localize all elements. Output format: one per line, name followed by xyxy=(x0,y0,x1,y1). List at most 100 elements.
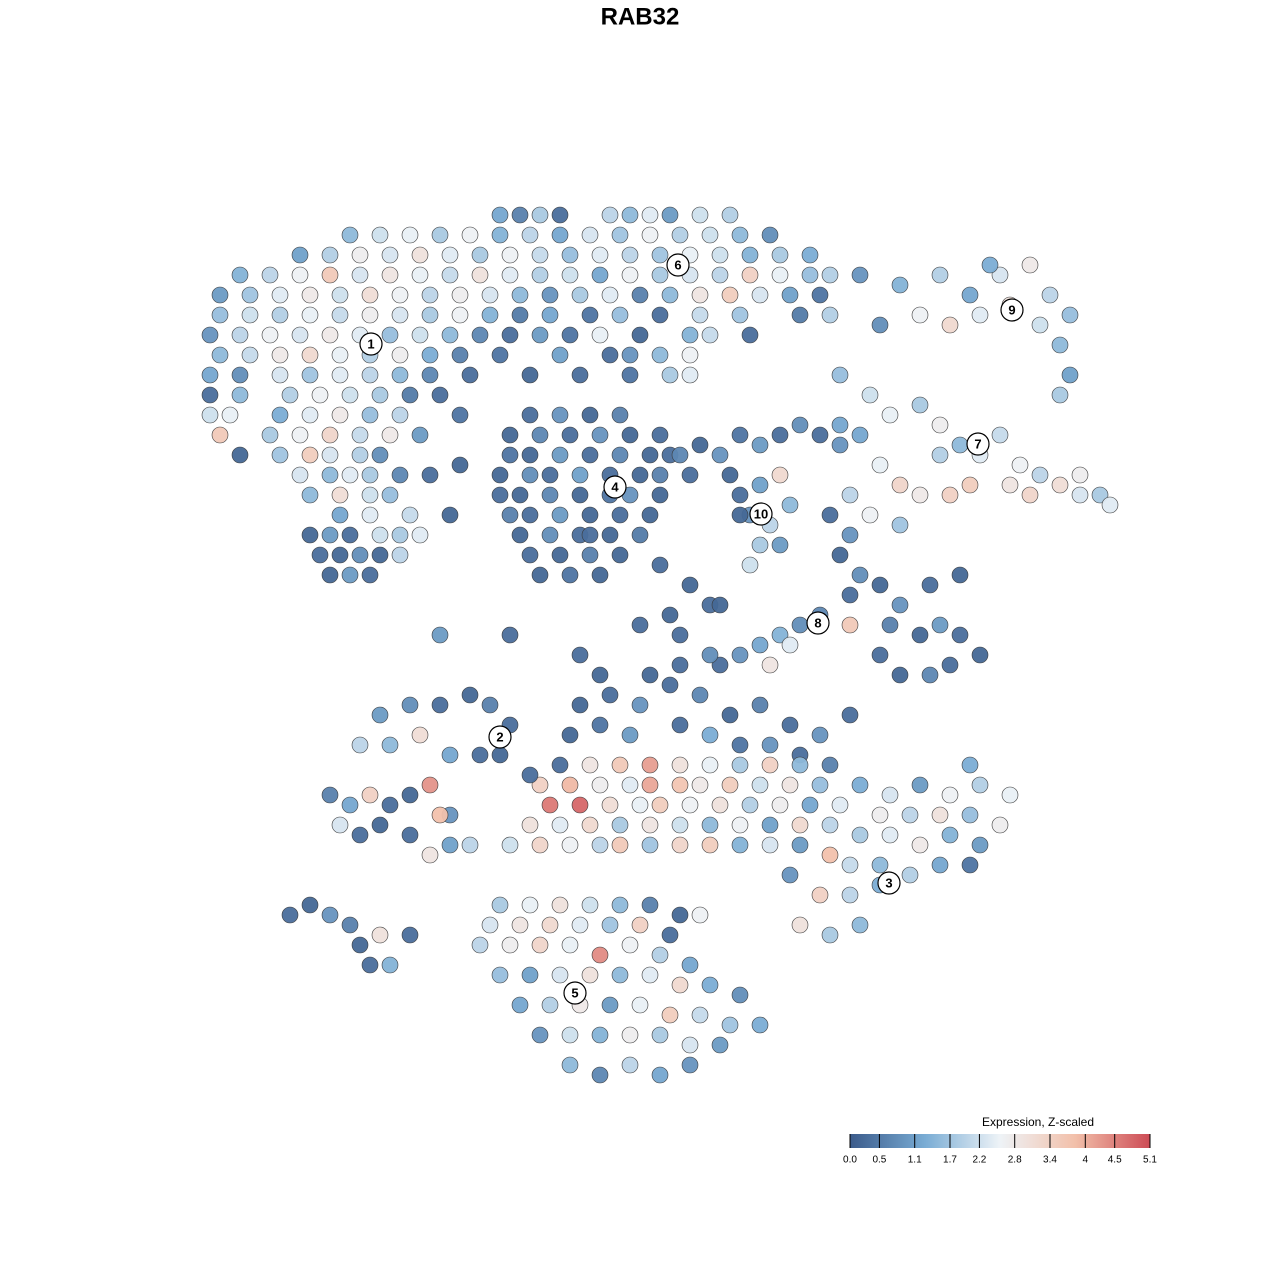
point xyxy=(271,306,289,324)
point xyxy=(821,816,839,834)
point xyxy=(801,266,819,284)
point xyxy=(671,906,689,924)
point xyxy=(301,346,319,364)
point xyxy=(331,366,349,384)
point xyxy=(521,226,539,244)
point xyxy=(1071,486,1089,504)
point xyxy=(621,1056,639,1074)
point xyxy=(651,306,669,324)
point xyxy=(441,326,459,344)
point xyxy=(751,286,769,304)
point xyxy=(371,926,389,944)
point xyxy=(941,486,959,504)
point xyxy=(561,726,579,744)
point xyxy=(791,916,809,934)
point xyxy=(941,316,959,334)
point xyxy=(881,786,899,804)
point xyxy=(961,476,979,494)
point xyxy=(831,366,849,384)
point xyxy=(531,1026,549,1044)
point xyxy=(441,266,459,284)
point xyxy=(461,366,479,384)
point xyxy=(471,326,489,344)
point xyxy=(521,546,539,564)
cluster-marker xyxy=(749,502,773,526)
point xyxy=(681,796,699,814)
point xyxy=(591,1066,609,1084)
cluster-label: 5 xyxy=(571,985,578,1000)
point xyxy=(361,786,379,804)
point xyxy=(871,856,889,874)
point xyxy=(751,476,769,494)
point xyxy=(321,426,339,444)
point xyxy=(691,306,709,324)
point xyxy=(681,346,699,364)
point xyxy=(491,346,509,364)
point xyxy=(581,896,599,914)
point xyxy=(671,716,689,734)
point xyxy=(341,566,359,584)
point xyxy=(641,816,659,834)
point xyxy=(561,1056,579,1074)
cluster-marker xyxy=(563,981,587,1005)
point xyxy=(561,566,579,584)
point xyxy=(1031,316,1049,334)
point xyxy=(1001,476,1019,494)
cluster-label: 3 xyxy=(885,875,892,890)
point xyxy=(711,656,729,674)
point xyxy=(821,266,839,284)
point xyxy=(721,776,739,794)
point xyxy=(551,506,569,524)
point xyxy=(861,506,879,524)
point xyxy=(561,1026,579,1044)
point xyxy=(831,416,849,434)
point xyxy=(371,386,389,404)
point xyxy=(1041,286,1059,304)
point xyxy=(351,826,369,844)
point xyxy=(791,416,809,434)
point xyxy=(701,816,719,834)
point xyxy=(671,656,689,674)
point xyxy=(301,406,319,424)
point xyxy=(551,966,569,984)
point xyxy=(701,726,719,744)
point xyxy=(951,436,969,454)
point xyxy=(321,786,339,804)
point xyxy=(991,426,1009,444)
point xyxy=(641,666,659,684)
point xyxy=(911,306,929,324)
point xyxy=(391,546,409,564)
point xyxy=(851,426,869,444)
point xyxy=(621,936,639,954)
point xyxy=(231,366,249,384)
point xyxy=(811,776,829,794)
point xyxy=(371,706,389,724)
point xyxy=(551,346,569,364)
point xyxy=(891,276,909,294)
point xyxy=(421,846,439,864)
point xyxy=(691,906,709,924)
cluster-label: 2 xyxy=(496,729,503,744)
point xyxy=(431,626,449,644)
point xyxy=(811,726,829,744)
point xyxy=(381,736,399,754)
point xyxy=(631,916,649,934)
point xyxy=(401,786,419,804)
point xyxy=(771,536,789,554)
point xyxy=(501,506,519,524)
point xyxy=(401,926,419,944)
point xyxy=(501,326,519,344)
cluster-label: 10 xyxy=(754,506,768,521)
point xyxy=(301,286,319,304)
point xyxy=(731,836,749,854)
point xyxy=(711,596,729,614)
point xyxy=(471,746,489,764)
colorbar-tick-label: 1.1 xyxy=(908,1155,922,1166)
point xyxy=(451,306,469,324)
point xyxy=(301,526,319,544)
point xyxy=(301,446,319,464)
point xyxy=(751,436,769,454)
point xyxy=(731,486,749,504)
point xyxy=(621,346,639,364)
point xyxy=(401,696,419,714)
